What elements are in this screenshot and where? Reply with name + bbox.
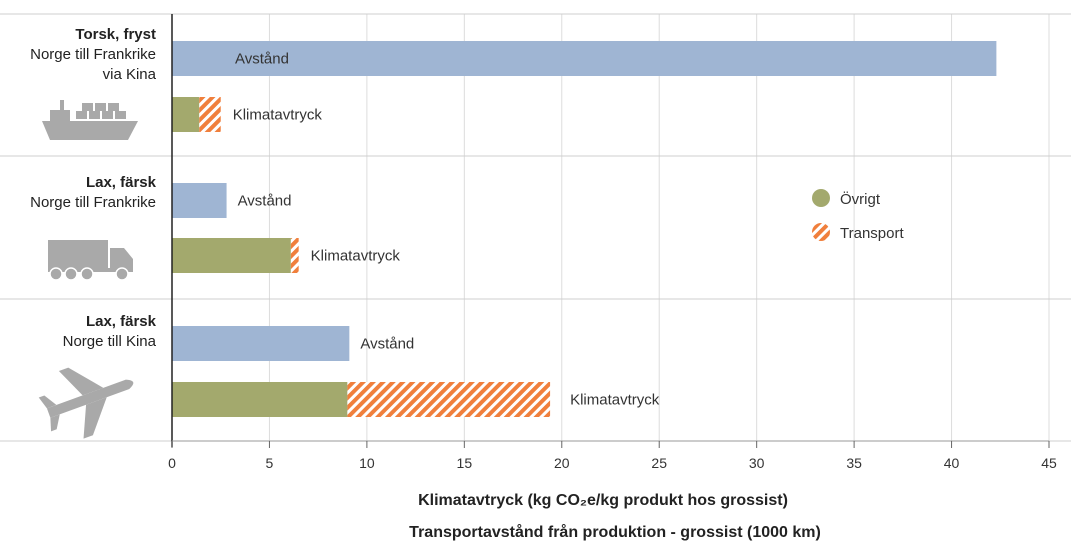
distance-bar (172, 326, 350, 361)
legend-layer: Övrigt Transport (812, 189, 904, 242)
category-subtitle: Norge till Frankrike (30, 46, 156, 63)
bars-layer (172, 41, 997, 417)
legend-marker (812, 189, 830, 207)
legend-label: Transport (840, 225, 904, 242)
x-tick-label: 30 (749, 455, 765, 471)
icons-layer (38, 100, 138, 439)
truck-cab (110, 248, 133, 270)
truck-wheel (80, 267, 94, 281)
ovrigt-bar (172, 382, 348, 417)
footprint-label: Klimatavtryck (570, 392, 660, 409)
category-subtitle: Norge till Kina (63, 333, 157, 350)
x-axis-title-secondary: Transportavstånd från produktion - gross… (409, 523, 821, 541)
x-tick-label: 10 (359, 455, 375, 471)
distance-label: Avstånd (235, 51, 289, 68)
truck-wheel (49, 267, 63, 281)
ship-container (95, 103, 106, 111)
x-tick-label: 25 (651, 455, 667, 471)
x-tick-label: 20 (554, 455, 570, 471)
x-tick-label: 45 (1041, 455, 1057, 471)
truck-wheel (115, 267, 129, 281)
footprint-label: Klimatavtryck (311, 248, 401, 265)
distance-bar (172, 183, 227, 218)
axis-layer: 0 5 10 15 20 25 30 35 40 45 Klimatavtryck (kg CO₂e… (168, 14, 1057, 541)
x-axis-title: Klimatavtryck (kg CO₂e/kg produkt hos gr… (418, 492, 788, 509)
category-subtitle: Norge till Frankrike (30, 194, 156, 211)
x-tick-label: 15 (457, 455, 473, 471)
legend-marker (812, 223, 830, 241)
category-title: Lax, färsk (86, 313, 157, 330)
ship-container (115, 111, 126, 119)
x-tick-label: 0 (168, 455, 176, 471)
distance-bar (172, 41, 997, 76)
category-title: Lax, färsk (86, 174, 157, 191)
distance-label: Avstånd (238, 193, 292, 210)
ship-container (102, 111, 113, 119)
truck-icon (48, 240, 133, 281)
ship-container (76, 111, 87, 119)
ship-icon (42, 100, 138, 140)
category-subtitle: via Kina (103, 66, 157, 83)
labels-layer: Torsk, fryst Norge till Frankrike via Kina… (30, 26, 660, 409)
transport-bar (199, 97, 221, 132)
distance-label: Avstånd (360, 336, 414, 353)
truck-trailer (48, 240, 108, 268)
transport-bar (290, 238, 299, 273)
x-tick-label: 35 (846, 455, 862, 471)
ship-hull (42, 121, 138, 140)
ship-container (82, 103, 93, 111)
transport-bar (347, 382, 551, 417)
ship-container (89, 111, 100, 119)
ovrigt-bar (172, 97, 200, 132)
plane-wing-top (58, 367, 104, 396)
plane-tail-top (38, 395, 57, 409)
grid-layer (0, 13, 1071, 442)
x-tick-label: 5 (266, 455, 274, 471)
plane-fuselage (46, 379, 134, 418)
ovrigt-bar (172, 238, 291, 273)
plane-tail-bottom (50, 414, 60, 432)
plane-wing-bottom (83, 397, 107, 439)
airplane-icon (38, 367, 134, 439)
footprint-label: Klimatavtryck (233, 107, 323, 124)
ship-mast (60, 100, 64, 110)
x-tick-label: 40 (944, 455, 960, 471)
ship-container (108, 103, 119, 111)
truck-wheel (64, 267, 78, 281)
ship-bridge (50, 110, 70, 121)
category-title: Torsk, fryst (75, 26, 156, 43)
legend-label: Övrigt (840, 190, 881, 208)
